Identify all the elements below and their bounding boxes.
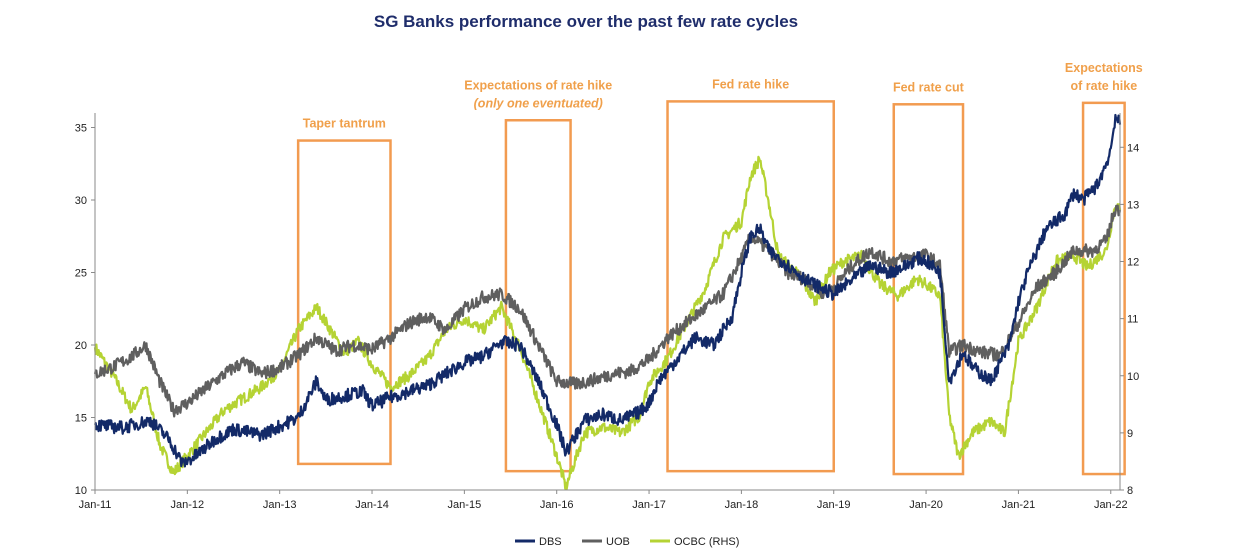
right-axis-tick-label: 10 — [1127, 371, 1139, 383]
x-axis-tick-label: Jan-22 — [1094, 499, 1128, 511]
x-axis-tick-label: Jan-17 — [632, 499, 666, 511]
left-axis-tick-label: 30 — [75, 195, 87, 207]
x-axis-tick-label: Jan-18 — [725, 499, 759, 511]
series-line-uob — [93, 204, 1122, 418]
left-axis-tick-label: 35 — [75, 123, 87, 135]
x-axis-tick-label: Jan-14 — [355, 499, 389, 511]
axes: 10 15 20 25 30 35 8 9 10 11 12 13 14 Jan-11 Jan-12 Jan-… — [75, 113, 1139, 511]
annotation-box — [1081, 101, 1126, 476]
right-axis-tick-label: 9 — [1127, 428, 1133, 440]
x-axis-tick-label: Jan-19 — [817, 499, 851, 511]
left-axis-tick-label: 25 — [75, 268, 87, 280]
x-axis-tick-label: Jan-13 — [263, 499, 297, 511]
chart-title: SG Banks performance over the past few r… — [374, 12, 798, 31]
annotation-label: Fed rate cut — [893, 80, 965, 94]
x-axis-tick-label: Jan-11 — [79, 499, 112, 511]
legend-label: DBS — [539, 536, 562, 548]
annotation-label: of rate hike — [1070, 79, 1137, 93]
legend: DBS UOB OCBC (RHS) — [515, 536, 739, 548]
annotation-label: Taper tantrum — [303, 117, 386, 131]
right-axis-tick-label: 14 — [1127, 142, 1139, 154]
annotation-label: Fed rate hike — [712, 77, 789, 91]
x-axis-tick-label: Jan-21 — [1002, 499, 1036, 511]
annotation-boxes: Taper tantrum Expectations of rate hike (o… — [296, 61, 1143, 476]
annotation-label: (only one eventuated) — [474, 96, 603, 110]
x-axis-tick-label: Jan-12 — [171, 499, 205, 511]
x-axis-tick-label: Jan-16 — [540, 499, 574, 511]
annotation-label: Expectations — [1065, 61, 1143, 75]
right-axis-tick-label: 8 — [1127, 485, 1133, 497]
annotation-box — [504, 119, 572, 473]
x-axis-tick-label: Jan-20 — [909, 499, 943, 511]
right-axis-tick-label: 13 — [1127, 199, 1139, 211]
annotation-label: Expectations of rate hike — [464, 78, 612, 92]
series-line-dbs — [93, 113, 1122, 468]
series-line-ocbc — [93, 155, 1122, 490]
left-axis-tick-label: 10 — [75, 485, 87, 497]
series-lines — [93, 113, 1122, 490]
left-axis-tick-label: 15 — [75, 413, 87, 425]
left-axis-tick-label: 20 — [75, 340, 87, 352]
legend-label: UOB — [606, 536, 630, 548]
right-axis-tick-label: 11 — [1127, 314, 1138, 326]
right-axis-tick-label: 12 — [1127, 257, 1139, 269]
annotation-box — [296, 139, 392, 466]
legend-label: OCBC (RHS) — [674, 536, 739, 548]
x-axis-tick-label: Jan-15 — [448, 499, 482, 511]
